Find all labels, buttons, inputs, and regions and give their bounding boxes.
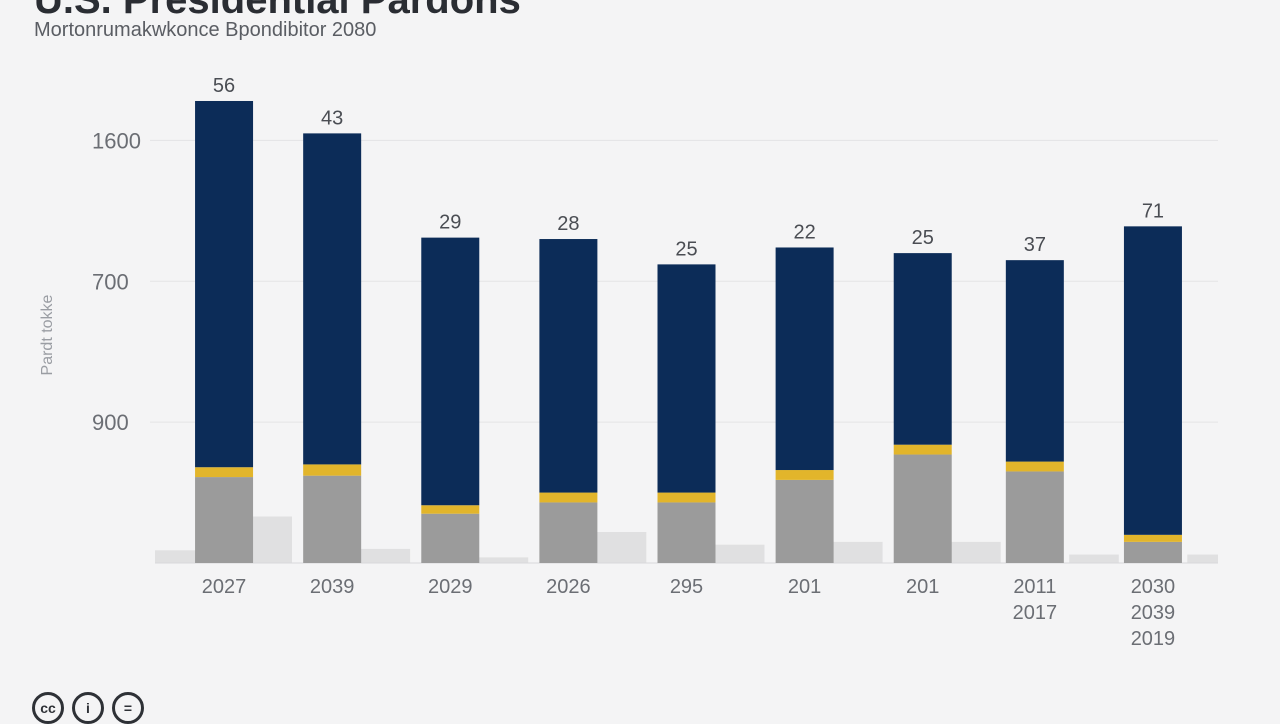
bar-value-label: 29 (439, 212, 461, 234)
bar-segment-gray-base (195, 477, 254, 563)
bar-segment-navy (421, 237, 480, 506)
x-category-label: 2027 (202, 576, 247, 598)
bar-segment-gray-base (775, 479, 834, 563)
page-subtitle: Mortonrumakwkonce Bpondibitor 2080 (34, 19, 377, 41)
y-tick-label: 1600 (92, 128, 141, 153)
bar-segment-gray-base (657, 502, 716, 563)
background-bar (1187, 554, 1218, 563)
x-category-label: 201 (906, 576, 939, 598)
bar-value-label: 22 (793, 221, 815, 243)
bar-segment-gold (893, 444, 952, 455)
bar-segment-navy (657, 264, 716, 493)
bar-segment-navy (893, 253, 952, 445)
background-bar (155, 550, 205, 563)
bar-segment-navy (1005, 260, 1064, 462)
bar-segment-gold (539, 492, 598, 503)
background-bar (478, 557, 529, 563)
bar-segment-gray-base (421, 513, 480, 563)
bar-segment-gray-base (1005, 471, 1064, 563)
background-bar (1069, 554, 1119, 563)
license-icons: cc i = (32, 692, 144, 724)
bar-value-label: 28 (557, 213, 579, 235)
x-category-label: 2039 (310, 576, 355, 598)
x-category-label: 2026 (546, 576, 591, 598)
bar-segment-gray-base (893, 454, 952, 563)
bar-segment-navy (775, 247, 834, 471)
bar-value-label: 56 (213, 75, 235, 97)
y-tick-label: 900 (92, 410, 129, 435)
background-bar (832, 541, 883, 563)
bar-segment-navy (303, 133, 362, 465)
x-category-label: 295 (670, 576, 703, 598)
bar-value-label: 25 (675, 238, 697, 260)
x-category-label: 2039 (1131, 602, 1176, 624)
bar-value-label: 25 (912, 227, 934, 249)
x-category-label: 2017 (1013, 602, 1058, 624)
background-bar (951, 541, 1001, 563)
bar-value-label: 37 (1024, 234, 1046, 256)
page-title: U.S. Presidential Pardons (34, 0, 521, 22)
bar-segment-navy (1123, 226, 1182, 535)
x-category-label: 2011 (1013, 576, 1056, 598)
bar-segment-navy (195, 100, 254, 468)
bar-segment-gold (1005, 461, 1064, 472)
bar-segment-gold (421, 505, 480, 514)
bar-value-label: 43 (321, 107, 343, 129)
bar-segment-gold (775, 470, 834, 480)
y-tick-label: 700 (92, 269, 129, 294)
by-icon: i (72, 692, 104, 724)
bar-segment-gray-base (1123, 541, 1182, 563)
y-axis-label: Pardt tokke (39, 294, 56, 375)
bar-segment-gray-base (303, 475, 362, 563)
nd-icon: = (112, 692, 144, 724)
bar-segment-gold (657, 492, 716, 503)
bar-segment-gold (1123, 534, 1182, 542)
x-category-label: 2029 (428, 576, 473, 598)
cc-icon: cc (32, 692, 64, 724)
background-bar (714, 544, 765, 563)
bar-segment-gold (195, 467, 254, 478)
bar-segment-gray-base (539, 502, 598, 563)
bar-segment-gold (303, 464, 362, 476)
x-category-label: 2030 (1131, 576, 1176, 598)
x-category-label: 201 (788, 576, 821, 598)
background-bar (596, 532, 647, 563)
background-bar (360, 548, 411, 563)
x-category-label: 2019 (1131, 628, 1176, 650)
bar-segment-navy (539, 239, 598, 493)
bar-value-label: 71 (1142, 200, 1164, 222)
